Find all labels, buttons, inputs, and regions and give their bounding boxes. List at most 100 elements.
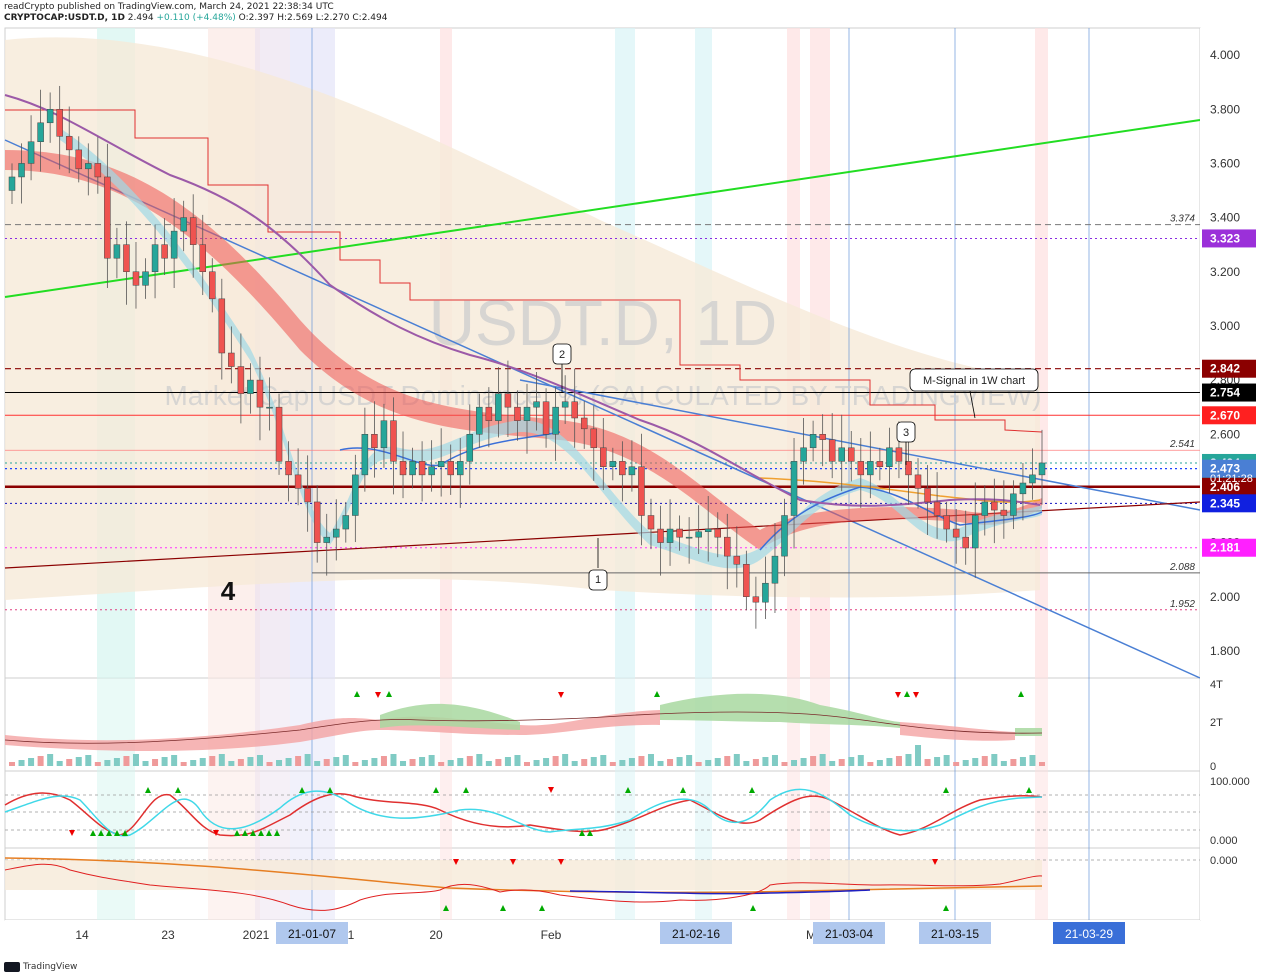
volume-bar bbox=[733, 754, 740, 766]
volume-bar bbox=[1000, 761, 1007, 766]
candle-body bbox=[46, 109, 54, 124]
volume-bar bbox=[132, 754, 139, 766]
volume-bar bbox=[47, 754, 54, 766]
volume-bar bbox=[218, 754, 225, 766]
watermark-symbol: USDT.D, 1D bbox=[429, 287, 778, 359]
volume-bar bbox=[304, 754, 311, 766]
volume-bar bbox=[724, 756, 731, 766]
price-badge bbox=[1202, 406, 1256, 425]
candle-body bbox=[933, 501, 941, 516]
volume-bar bbox=[676, 757, 683, 766]
volume-bar bbox=[447, 760, 454, 766]
channel-band bbox=[5, 37, 1040, 600]
volume-bar bbox=[886, 758, 893, 766]
candle-body bbox=[113, 244, 121, 259]
stoch-signal-arrow bbox=[433, 787, 439, 793]
stoch-signal-arrow bbox=[98, 830, 104, 836]
volume-bar bbox=[94, 762, 101, 766]
candle-body bbox=[466, 434, 474, 462]
footer-logo-text: TradingView bbox=[23, 962, 78, 972]
stoch-signal-arrow bbox=[122, 830, 128, 836]
volume-bar bbox=[647, 754, 654, 766]
candle-body bbox=[943, 515, 950, 530]
candle-body bbox=[294, 474, 302, 489]
stoch-signal-arrow bbox=[234, 830, 240, 836]
volume-bar bbox=[638, 756, 645, 766]
cloud-axis-tick: 2T bbox=[1210, 717, 1223, 729]
time-axis-tick: Feb bbox=[541, 928, 562, 942]
price-badge-text: 2.406 bbox=[1210, 480, 1240, 494]
candle-body bbox=[142, 271, 149, 286]
volume-bar bbox=[543, 758, 550, 766]
signal-arrow bbox=[558, 692, 564, 698]
volume-bar bbox=[657, 761, 664, 766]
candle-body bbox=[151, 244, 159, 273]
volume-bar bbox=[752, 759, 759, 766]
candle-body bbox=[762, 582, 769, 603]
candle-body bbox=[1010, 493, 1017, 516]
stoch-d-line bbox=[4, 788, 1043, 837]
stoch-axis-tick: 0.000 bbox=[1210, 835, 1238, 847]
stoch-signal-arrow bbox=[213, 830, 219, 836]
volume-bar bbox=[285, 758, 292, 766]
candle-body bbox=[27, 141, 35, 164]
time-axis-tick: 20 bbox=[429, 928, 443, 942]
volume-bar bbox=[695, 762, 702, 766]
highlight-strip-lower bbox=[787, 678, 800, 920]
volume-bar bbox=[533, 760, 540, 766]
candle-body bbox=[476, 406, 483, 435]
candle-body bbox=[380, 420, 388, 449]
stoch-signal-arrow bbox=[106, 830, 112, 836]
volume-bar bbox=[791, 760, 798, 766]
price-change: +0.110 (+4.48%) bbox=[156, 13, 236, 23]
candle-body bbox=[256, 379, 264, 408]
publisher-line: readCrypto published on TradingView.com,… bbox=[4, 2, 334, 12]
volume-bar bbox=[667, 759, 674, 766]
candle-body bbox=[352, 474, 359, 516]
high-value: H:2.569 bbox=[277, 13, 313, 23]
callout-3-box bbox=[896, 421, 916, 443]
osc-signal-arrow bbox=[539, 905, 545, 911]
osc-signal-arrow bbox=[453, 859, 459, 865]
osc-orange-line bbox=[4, 857, 1043, 894]
candle-body bbox=[1029, 474, 1036, 484]
candle-body bbox=[876, 461, 884, 468]
candle-body bbox=[704, 528, 712, 533]
candle-body bbox=[399, 461, 407, 476]
candle-body bbox=[848, 447, 855, 462]
highlight-strip-lower bbox=[810, 678, 830, 920]
candle-body bbox=[428, 466, 435, 476]
volume-bar bbox=[743, 761, 750, 766]
msignal-box bbox=[909, 368, 1039, 392]
volume-bar bbox=[409, 759, 416, 766]
candle-body bbox=[666, 528, 674, 543]
cloud-green bbox=[380, 693, 1042, 736]
price-badge bbox=[1202, 477, 1256, 496]
date-badge bbox=[919, 922, 991, 944]
stoch-signal-arrow bbox=[1026, 787, 1032, 793]
volume-bar bbox=[829, 761, 836, 766]
volume-bar bbox=[199, 758, 206, 766]
stoch-signal-arrow bbox=[587, 830, 593, 836]
candle-body bbox=[542, 401, 550, 435]
stoch-k-line bbox=[4, 792, 1043, 837]
candle-body bbox=[571, 401, 578, 419]
stoch-pane bbox=[4, 770, 1201, 849]
highlight-strip-lower bbox=[615, 678, 635, 920]
volume-bar bbox=[209, 756, 216, 766]
signal-arrow bbox=[386, 691, 392, 697]
candle-body bbox=[447, 461, 454, 476]
cloud-axis-tick: 0 bbox=[1210, 761, 1216, 773]
volume-bar bbox=[161, 757, 168, 766]
stoch-signal-arrow bbox=[749, 787, 755, 793]
price-level-label: 3.374 bbox=[1170, 214, 1195, 225]
candle-body bbox=[790, 461, 798, 516]
volume-bar bbox=[9, 762, 15, 766]
stoch-signal-arrow bbox=[274, 830, 280, 836]
date-badge bbox=[276, 922, 348, 944]
candle-body bbox=[132, 271, 140, 286]
candle-body bbox=[771, 555, 779, 584]
volume-bar bbox=[915, 745, 922, 766]
candle-body bbox=[533, 401, 540, 408]
signal-arrow bbox=[654, 691, 660, 697]
